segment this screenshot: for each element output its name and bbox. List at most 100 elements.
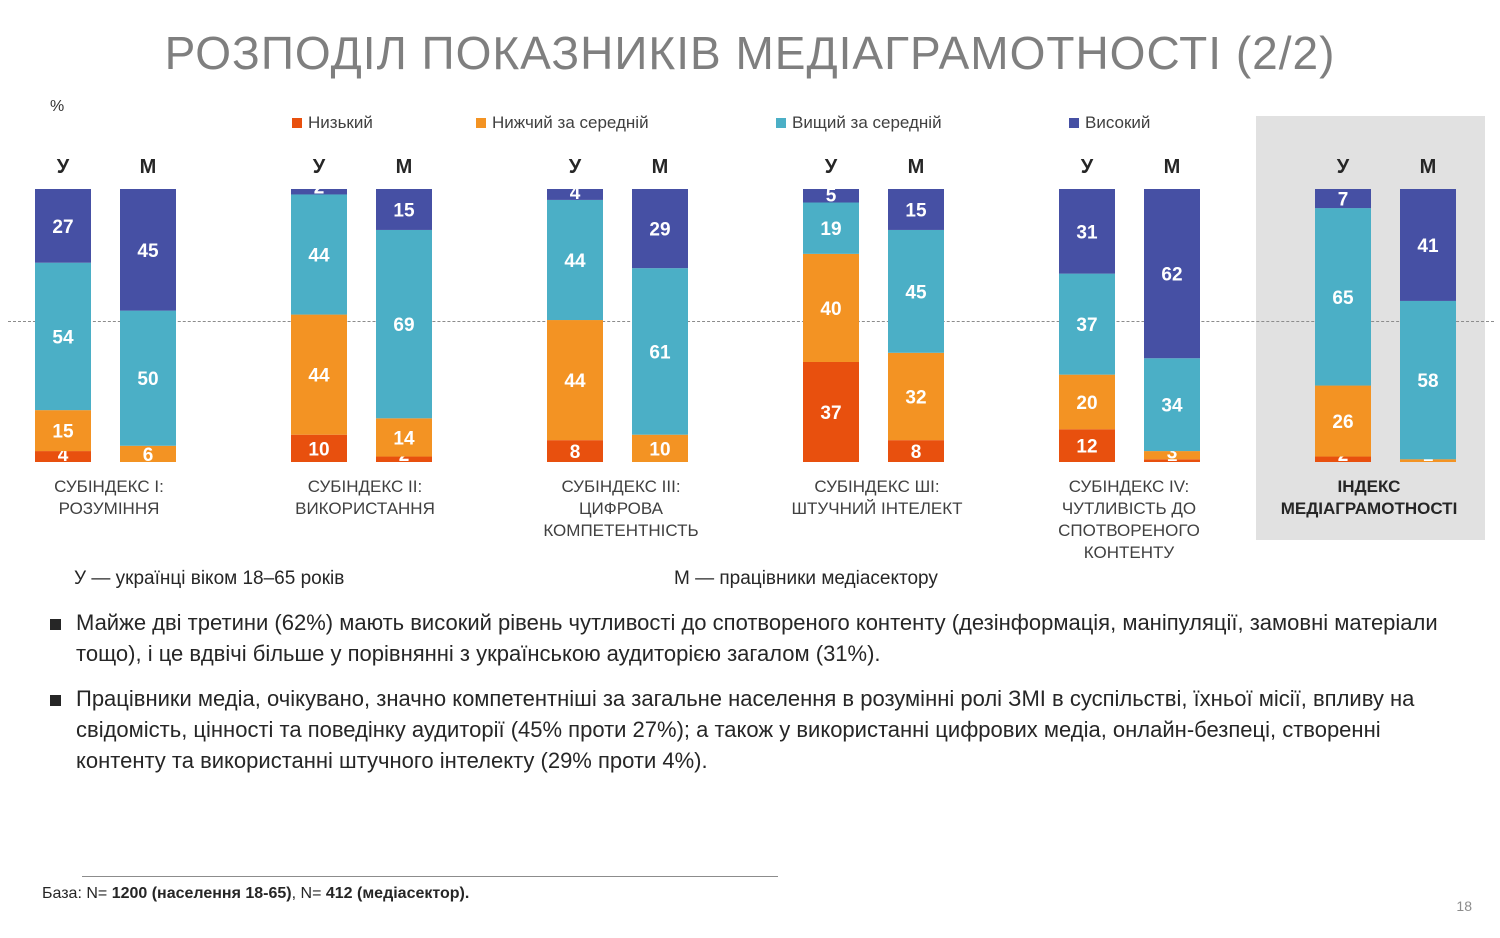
bar-value-label: 5 [826,186,837,207]
bar-category-label: У [1337,156,1350,178]
bar-value-label: 15 [905,200,927,221]
bar-value-label: 58 [1417,371,1438,392]
bar-value-label: 29 [649,220,670,241]
group-label-media-literacy-index: Індекс медіаграмотності [1280,477,1458,518]
finding-text: Майже дві третини (62%) мають високий рі… [76,610,1438,666]
bar-segment-below-avg [1315,385,1371,457]
legend-item-low: Низький [292,113,373,133]
page-title: РОЗПОДІЛ ПОКАЗНИКІВ МЕДІАГРАМОТНОСТІ (2/… [164,27,1336,79]
bar-value-label: 10 [308,439,329,460]
bar-segment-below-avg [1400,459,1456,462]
bar-value-label: 50 [137,369,158,390]
bar-segment-above-avg [1400,300,1456,460]
bar-2-u: У 10 44 44 2 [291,156,347,462]
bar-segment-high [291,189,347,195]
legend-item-below-avg: Нижчий за середній [476,113,649,133]
bar-value-label: 4 [58,445,69,466]
bar-segment-below-avg [888,352,944,441]
finding-item: Майже дві третини (62%) мають високий рі… [48,607,1468,669]
bar-value-label: 20 [1076,393,1097,414]
legend-label-high: Високий [1085,113,1151,132]
bar-segment-high [1315,189,1371,209]
bar-segment-low [547,440,603,462]
bar-segment-below-avg [120,445,176,462]
bar-6-m: М15841 [1400,156,1456,466]
bar-value-label: 54 [52,327,74,348]
bar-value-label: 44 [564,371,586,392]
bar-segment-low [803,361,859,462]
bar-value-label: 45 [137,241,159,262]
bar-category-label: М [396,156,413,178]
bar-value-label: 3 [1167,442,1178,463]
bar-5-u: У 12 20 37 31 [1059,156,1115,462]
legend-swatch-below-avg [476,118,486,128]
bar-1-u: У 415 54 27 [35,156,91,466]
bar-segment-high [376,189,432,230]
note-u-definition: У — українці віком 18–65 років [74,568,345,589]
finding-text: Працівники медіа, очікувано, значно комп… [76,686,1415,773]
bar-segment-below-avg [291,314,347,435]
finding-item: Працівники медіа, очікувано, значно комп… [48,683,1468,776]
unit-label: % [50,98,65,115]
bar-segment-high [632,189,688,269]
group-label-understanding: Субіндекс І: Розуміння [54,477,164,518]
bar-value-label: 8 [570,442,581,463]
bar-category-label: У [569,156,582,178]
bar-segment-low [888,440,944,462]
bar-segment-low [35,451,91,462]
footer-prefix: База: N= [42,885,112,902]
bar-value-label: 19 [820,219,841,240]
bar-category-label: М [652,156,669,178]
bar-segment-high [547,189,603,200]
footer-n2: 412 (медіасектор). [325,885,470,902]
bar-value-label: 27 [52,217,73,238]
bar-segment-high [803,189,859,203]
bar-segment-above-avg [1059,273,1115,375]
bar-value-label: 14 [393,428,415,449]
bar-segment-low [1315,456,1371,462]
legend-swatch-low [292,118,302,128]
bar-segment-above-avg [120,310,176,446]
bar-value-label: 61 [649,342,671,363]
page-number: 18 [1456,898,1472,914]
bar-segment-above-avg [1315,208,1371,386]
bar-value-label: 37 [1076,315,1097,336]
reference-dashed-line [8,321,1494,322]
bar-segment-low [376,456,432,462]
bar-value-label: 6 [143,445,154,466]
bar-segment-low [1144,459,1200,462]
footer-n1: 1200 (населення 18-65) [111,885,292,902]
legend-swatch-high [1069,118,1079,128]
group-label-ai: Субіндекс ШІ: штучний інтелект [791,477,963,518]
bar-segment-above-avg [547,199,603,321]
bar-segment-low [1059,429,1115,462]
bar-segment-high [1059,189,1115,274]
bar-category-label: М [1164,156,1181,178]
bar-value-label: 7 [1338,190,1349,211]
footer-divider [82,876,778,877]
bar-segment-above-avg [888,229,944,353]
bar-segment-below-avg [1059,374,1115,430]
footer-base: База: N= 1200 (населення 18-65), N= 412 … [42,885,469,903]
bar-value-label: 62 [1161,265,1182,286]
bar-segment-high [120,189,176,311]
legend-item-high: Високий [1069,113,1150,133]
bar-segment-below-avg [376,418,432,457]
legend-item-above-avg: Вищий за середній [776,113,942,133]
bar-value-label: 32 [905,387,926,408]
footer-mid: , N= [291,885,326,902]
bar-segment-high [35,189,91,263]
bullet-square-icon [50,619,61,630]
bar-value-label: 10 [649,439,670,460]
findings-list: Майже дві третини (62%) мають високий рі… [48,607,1468,790]
bar-value-label: 40 [820,299,841,320]
bar-1-m: М 6 50 45 [120,156,176,466]
bar-value-label: 26 [1332,412,1353,433]
bar-2-m: М2146915 [376,156,432,466]
group-label-sensitivity: Субіндекс IV: Чутливість до спотвореного… [1058,477,1200,562]
bar-segment-above-avg [291,194,347,315]
bar-value-label: 15 [393,200,415,221]
bar-segment-below-avg [35,410,91,452]
bar-5-m: М133462 [1144,156,1200,466]
